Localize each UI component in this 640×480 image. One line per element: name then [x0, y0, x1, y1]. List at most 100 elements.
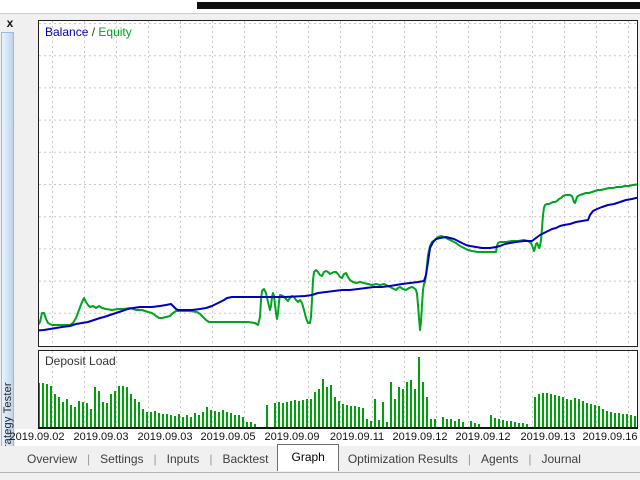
- deposit-load-bar: [618, 413, 620, 427]
- deposit-load-bar: [134, 399, 136, 427]
- deposit-load-bar: [446, 419, 448, 427]
- deposit-load-bar: [398, 387, 400, 427]
- deposit-load-bar: [98, 391, 100, 427]
- tab-journal[interactable]: Journal: [541, 452, 581, 466]
- deposit-load-bar: [478, 424, 480, 427]
- tab-separator: |: [153, 452, 157, 466]
- deposit-load-bar: [202, 412, 204, 427]
- deposit-load-bar: [562, 397, 564, 427]
- deposit-load-bar: [178, 414, 180, 427]
- deposit-load-bar: [430, 419, 432, 427]
- deposit-load-bar: [138, 402, 140, 427]
- legend-equity-label: Equity: [98, 25, 132, 39]
- deposit-load-bar: [122, 386, 124, 427]
- deposit-load-bar: [570, 400, 572, 427]
- deposit-load-bar: [318, 389, 320, 427]
- balance-equity-chart: [39, 21, 637, 346]
- deposit-load-bar: [226, 412, 228, 427]
- deposit-load-bar: [346, 405, 348, 427]
- deposit-load-bar: [566, 399, 568, 427]
- deposit-load-bar: [510, 421, 512, 427]
- deposit-load-bar: [334, 397, 336, 427]
- deposit-load-bar: [550, 394, 552, 427]
- deposit-load-bar: [158, 413, 160, 427]
- tab-graph[interactable]: Graph: [277, 444, 339, 471]
- deposit-load-bar: [450, 419, 452, 427]
- deposit-load-bar: [378, 420, 380, 427]
- deposit-load-bar: [474, 423, 476, 427]
- deposit-load-bar: [82, 402, 84, 427]
- tab-agents[interactable]: Agents: [481, 452, 519, 466]
- date-tick-label: 2019.09.03: [137, 431, 193, 443]
- deposit-load-bar: [266, 405, 268, 427]
- deposit-load-bar: [418, 357, 420, 427]
- date-tick-label: 2019.09.11: [329, 431, 385, 443]
- deposit-load-bar: [342, 404, 344, 427]
- deposit-load-bar: [114, 391, 116, 427]
- tab-items: Overview | Settings | Inputs | Backtest Graph Op…: [18, 444, 590, 472]
- deposit-load-bar: [434, 419, 436, 427]
- deposit-load-bar: [514, 422, 516, 427]
- deposit-load-bar: [106, 403, 108, 427]
- deposit-load-bar: [610, 412, 612, 427]
- tab-separator: |: [528, 452, 532, 466]
- deposit-load-bar: [74, 407, 76, 427]
- date-tick-label: 2019.09.03: [73, 431, 129, 443]
- deposit-load-bar: [146, 412, 148, 427]
- deposit-load-bar: [622, 414, 624, 427]
- deposit-load-bar: [214, 411, 216, 427]
- deposit-load-panel: Deposit Load: [38, 350, 638, 429]
- deposit-load-bar: [190, 417, 192, 427]
- date-tick-label: 2019.09.09: [264, 431, 320, 443]
- deposit-load-bar: [222, 410, 224, 427]
- deposit-load-bar: [506, 421, 508, 427]
- close-panel-button[interactable]: x: [6, 16, 14, 30]
- deposit-load-bar: [546, 393, 548, 427]
- date-tick-label: 2019.09.05: [200, 431, 256, 443]
- date-tick-label: 2019.09.12: [455, 431, 511, 443]
- deposit-load-bar: [230, 413, 232, 427]
- deposit-load-bar: [206, 407, 208, 427]
- tab-settings[interactable]: Settings: [100, 452, 144, 466]
- deposit-load-bar: [370, 421, 372, 427]
- deposit-load-bar: [522, 423, 524, 427]
- tab-overview[interactable]: Overview: [27, 452, 78, 466]
- top-divider: [0, 13, 640, 14]
- deposit-load-bar: [382, 402, 384, 427]
- deposit-load-bar: [66, 399, 68, 427]
- balance-equity-chart-panel: Balance / Equity: [38, 20, 638, 347]
- deposit-load-bar: [358, 407, 360, 427]
- deposit-load-bar: [154, 411, 156, 427]
- deposit-load-bar: [218, 412, 220, 427]
- chart-legend: Balance / Equity: [45, 25, 132, 39]
- deposit-load-bar: [462, 422, 464, 427]
- deposit-load-bar: [394, 399, 396, 427]
- tab-inputs[interactable]: Inputs: [166, 452, 200, 466]
- deposit-load-bar: [130, 394, 132, 427]
- deposit-load-bar: [574, 398, 576, 427]
- deposit-load-bar: [614, 413, 616, 427]
- deposit-load-bar: [294, 400, 296, 427]
- deposit-load-bar: [594, 405, 596, 427]
- deposit-load-bar: [162, 414, 164, 427]
- deposit-load-bar: [558, 396, 560, 427]
- deposit-load-bar: [102, 402, 104, 427]
- deposit-load-bar: [630, 415, 632, 427]
- deposit-load-bar: [314, 392, 316, 427]
- series-equity: [39, 183, 637, 331]
- deposit-load-bar: [42, 383, 44, 427]
- tab-optimization-results[interactable]: Optimization Results: [347, 452, 458, 466]
- tab-separator: |: [87, 452, 91, 466]
- deposit-load-bar: [410, 380, 412, 427]
- deposit-load-bar: [210, 410, 212, 427]
- deposit-load-bar: [142, 409, 144, 427]
- deposit-load-bar: [170, 415, 172, 427]
- deposit-load-bar: [374, 399, 376, 427]
- deposit-load-bar: [350, 406, 352, 427]
- deposit-load-bar: [39, 383, 40, 427]
- deposit-load-bar: [366, 419, 368, 427]
- series-balance: [39, 196, 637, 332]
- deposit-load-bar: [634, 416, 636, 427]
- legend-balance-label: Balance: [45, 25, 89, 39]
- tab-backtest[interactable]: Backtest: [222, 452, 269, 466]
